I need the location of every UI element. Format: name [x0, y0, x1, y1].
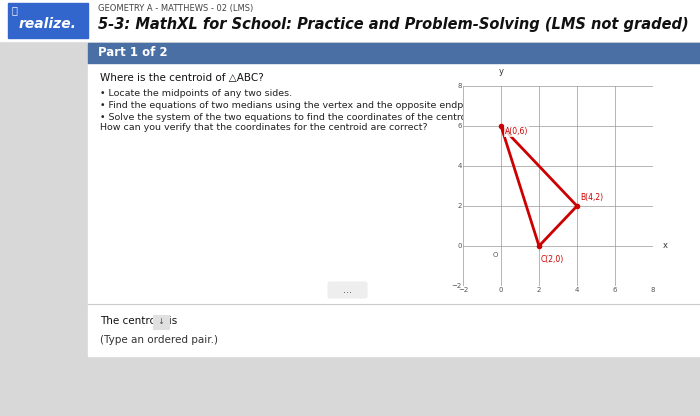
Text: B(4,2): B(4,2): [580, 193, 603, 202]
Text: x: x: [662, 242, 668, 250]
Bar: [88, 43, 700, 63]
Text: Where is the centroid of △ABC?: Where is the centroid of △ABC?: [100, 73, 264, 83]
Text: The centroid is: The centroid is: [100, 316, 177, 326]
Bar: [8, 3, 88, 38]
Text: ...: ...: [342, 285, 351, 295]
Text: ↓: ↓: [158, 317, 164, 327]
Text: (Type an ordered pair.): (Type an ordered pair.): [100, 335, 218, 345]
Text: • Find the equations of two medians using the vertex and the opposite endpoint.: • Find the equations of two medians usin…: [100, 101, 484, 109]
Text: ⧉: ⧉: [11, 5, 17, 15]
Text: GEOMETRY A - MATTHEWS - 02 (LMS): GEOMETRY A - MATTHEWS - 02 (LMS): [98, 5, 253, 13]
Text: y: y: [498, 67, 503, 76]
Bar: [88, 64, 700, 356]
Text: • Solve the system of the two equations to find the coordinates of the centroid.: • Solve the system of the two equations …: [100, 112, 478, 121]
Text: realize.: realize.: [19, 17, 77, 31]
Text: C(2,0): C(2,0): [541, 255, 564, 264]
Text: • Locate the midpoints of any two sides.: • Locate the midpoints of any two sides.: [100, 89, 292, 97]
Text: A(0,6): A(0,6): [505, 127, 528, 136]
Bar: [0, 0, 700, 41]
Text: Part 1 of 2: Part 1 of 2: [98, 47, 167, 59]
Text: O: O: [493, 252, 498, 258]
FancyBboxPatch shape: [328, 282, 367, 298]
Text: 5-3: MathXL for School: Practice and Problem-Solving (LMS not graded): 5-3: MathXL for School: Practice and Pro…: [98, 17, 689, 32]
Text: How can you verify that the coordinates for the centroid are correct?: How can you verify that the coordinates …: [100, 124, 428, 133]
Bar: [153, 315, 169, 329]
